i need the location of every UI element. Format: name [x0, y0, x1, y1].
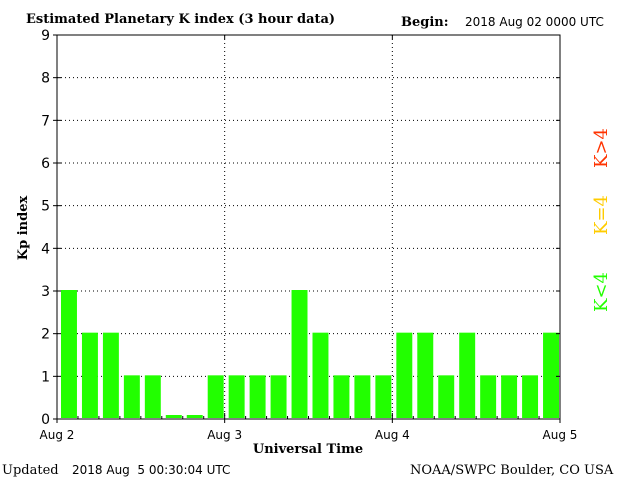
- kp-bar: [249, 375, 266, 418]
- bars: [61, 290, 559, 418]
- y-tick-label: 3: [41, 284, 50, 300]
- kp-bar: [144, 375, 161, 418]
- updated-value: 2018 Aug 5 00:30:04 UTC: [72, 463, 230, 477]
- kp-bar: [186, 415, 203, 418]
- source-credit: NOAA/SWPC Boulder, CO USA: [410, 463, 614, 478]
- kp-bar: [312, 332, 329, 418]
- begin-label: Begin:: [401, 15, 449, 30]
- x-tick-label: Aug 2: [40, 428, 75, 442]
- kp-bar: [333, 375, 350, 418]
- y-tick-label: 2: [41, 327, 50, 343]
- kp-bar: [102, 332, 119, 418]
- y-tick-label: 4: [41, 241, 50, 257]
- y-tick-label: 0: [41, 412, 50, 428]
- grid-lines: [57, 35, 560, 419]
- kp-bar: [270, 375, 287, 418]
- x-tick-label: Aug 3: [207, 428, 242, 442]
- y-tick-label: 6: [41, 156, 50, 172]
- legend-low: K<4: [591, 272, 612, 312]
- kp-bar: [61, 290, 77, 418]
- y-tick-label: 1: [41, 369, 50, 385]
- y-tick-label: 5: [41, 199, 50, 215]
- y-tick-labels: 0 1 2 3 4 5 6 7 8 9: [41, 28, 50, 428]
- kp-bar: [522, 375, 539, 418]
- x-tick-labels: Aug 2 Aug 3 Aug 4 Aug 5: [40, 428, 578, 442]
- x-tick-label: Aug 4: [375, 428, 410, 442]
- y-axis-label: Kp index: [16, 196, 31, 261]
- kp-bar: [396, 332, 413, 418]
- y-tick-label: 9: [41, 28, 50, 44]
- kp-bar: [543, 332, 559, 418]
- kp-bar: [81, 332, 98, 418]
- y-tick-label: 8: [41, 71, 50, 87]
- legend-equal: K=4: [591, 195, 612, 235]
- kp-bar: [228, 375, 245, 418]
- chart-title: Estimated Planetary K index (3 hour data…: [26, 12, 335, 27]
- y-tick-label: 7: [41, 113, 50, 129]
- kp-bar: [417, 332, 434, 418]
- x-tick-label: Aug 5: [543, 428, 578, 442]
- kp-bar: [501, 375, 518, 418]
- axes: [53, 34, 561, 423]
- kp-bar: [123, 375, 140, 418]
- kp-bar: [375, 375, 392, 418]
- legend-high: K>4: [591, 128, 612, 168]
- kp-bar: [207, 375, 224, 418]
- kp-bar: [438, 375, 455, 418]
- kp-bar: [459, 332, 476, 418]
- kp-bar: [291, 290, 308, 418]
- kp-bar: [354, 375, 371, 418]
- updated-label: Updated: [2, 463, 59, 478]
- plot-frame: [56, 34, 561, 420]
- kp-bar: [165, 415, 182, 418]
- kp-bar: [480, 375, 497, 418]
- begin-value: 2018 Aug 02 0000 UTC: [465, 15, 604, 29]
- x-axis-label: Universal Time: [253, 442, 363, 457]
